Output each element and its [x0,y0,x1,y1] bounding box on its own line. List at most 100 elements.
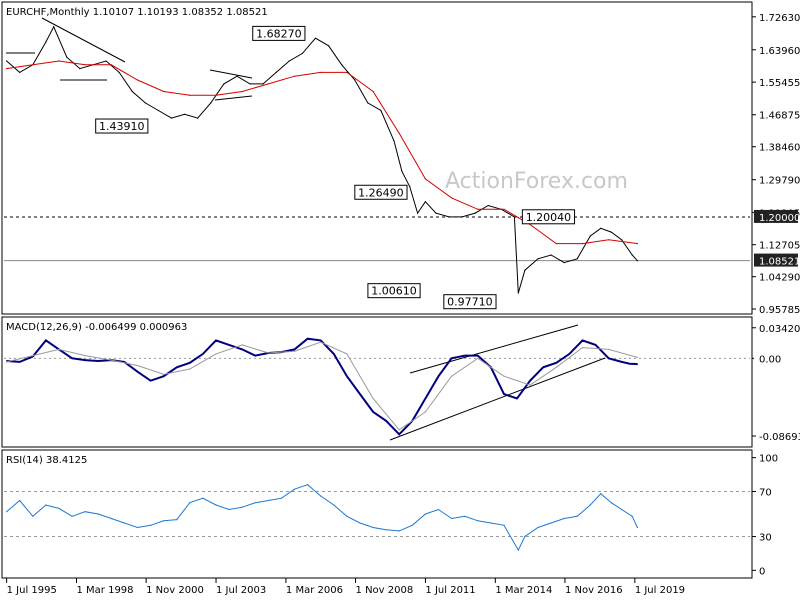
signal-point [529,384,531,386]
rsi-point [267,499,269,502]
close-point [236,75,238,77]
close-point [341,64,343,66]
close-point [621,239,623,241]
y-tick-label: 1.46875 [759,111,800,122]
rsi-point [71,515,73,517]
moving-average-point [32,64,34,66]
macd-point [629,363,631,365]
rsi-panel-frame [1,449,753,579]
y-tick-label: 30 [759,533,772,544]
moving-average-point [636,243,639,245]
macd-point [568,353,571,355]
price-panel-frame [1,1,753,315]
close-point [66,56,68,58]
x-tick-label: 1 Mar 1998 [77,585,134,596]
rsi-point [563,517,565,520]
price-callout-box [354,184,408,200]
signal-point [6,361,8,363]
macd-point [437,375,440,377]
macd-point [123,361,125,363]
y-tick-label: 1.63960 [759,46,800,57]
signal-point [136,364,139,367]
rsi-point [123,522,125,524]
macd-zero-box [754,351,798,365]
rsi-point [437,508,440,511]
trendlines [6,17,253,101]
close-point [487,204,489,207]
rsi-point [228,508,230,511]
moving-average-point [555,243,557,245]
price-callout-label: 0.97710 [447,296,493,309]
signal-point [58,348,60,350]
close-point [517,292,519,294]
macd-point [424,397,426,400]
price-callout-box [252,25,306,41]
rsi-point [320,495,322,497]
close-point [417,212,419,214]
macd-point [176,366,178,368]
close-point [435,212,437,214]
x-tick-label: 1 Mar 2006 [286,585,343,596]
x-tick-label: 1 Nov 2008 [356,585,414,596]
macd-point [385,420,387,422]
moving-average-point [346,71,348,73]
close-point [144,102,146,104]
macd-y-axis: 0.0342030.00-0.0869330.00 [4,324,800,443]
close-point [131,90,133,93]
y-tick-label: 100 [759,454,778,465]
level-box [754,253,798,267]
time-x-axis: 1 Jul 1995 1 Mar 1998 1 Nov 2000 1 Jul 2003… [6,578,685,596]
price-callout-box [367,283,421,299]
macd-point [71,357,73,359]
x-tick-label: 1 Jul 2019 [635,585,685,596]
close-point [170,117,173,119]
macd-channel-lines [389,324,606,441]
close-point [576,258,578,260]
macd-point [516,397,518,400]
macd-point [215,339,217,341]
macd-point [581,339,584,341]
rsi-point [136,526,139,529]
rsi-point [280,497,283,499]
y-tick-label: 0.95785 [759,305,800,316]
close-point [197,117,199,119]
signal-point [215,353,217,355]
macd-channel-lower [389,357,606,441]
level-label: 1.08521 [759,257,800,268]
moving-average-point [503,208,505,210]
rsi-panel: RSI(14) 38.4125 100 70 30 0 [1,449,778,579]
signal-point [608,348,610,350]
signal-point [32,355,34,357]
macd-point [202,353,204,355]
moving-average-point [608,239,610,241]
signal-point [477,357,479,359]
signal-point [189,368,191,370]
rsi-point [372,526,374,529]
moving-average-point [477,208,479,210]
close-point [53,26,55,28]
close-point [249,83,251,85]
macd-point [464,355,466,357]
close-point [401,170,403,172]
close-point [409,185,411,188]
macd-point [608,357,610,359]
rsi-point [490,522,492,524]
price-callout-label: 1.43910 [99,120,145,133]
moving-average-point [241,90,243,93]
rsi-point [464,515,466,517]
close-point [474,212,476,214]
signal-point [110,359,112,361]
signal-point [241,344,243,346]
x-tick-label: 1 Jul 1995 [7,585,57,596]
signal-point [451,375,453,377]
signal-point [267,352,269,354]
level-label: 1.20000 [759,213,800,224]
x-tick-label: 1 Jul 2003 [216,585,266,596]
macd-point [6,360,8,362]
macd-point [32,355,34,358]
macd-panel-frame [1,316,753,448]
close-point [118,71,120,73]
rsi-point [424,513,426,515]
rsi-point [600,493,602,495]
moving-average-point [58,60,60,62]
